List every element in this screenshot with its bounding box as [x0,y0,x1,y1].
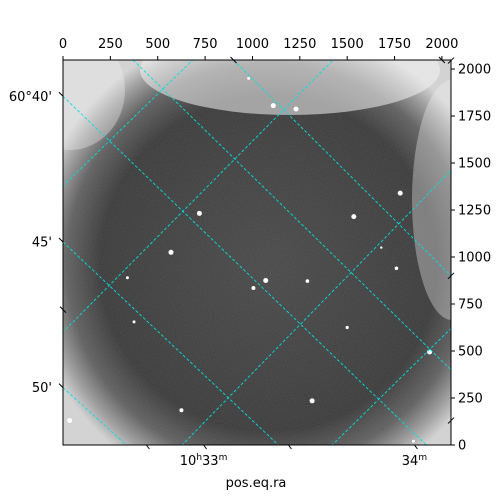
x-tick-label: 250 [98,37,123,52]
star [411,439,415,443]
ra-axis: 10h33m 34m [145,444,427,469]
x-tick-label: 2000 [425,37,458,52]
y-tick-label: 1000 [458,251,491,266]
star [251,286,256,291]
star [179,408,184,413]
grid-line [63,241,280,445]
y-tick-label: 2000 [458,63,491,78]
star [67,418,73,424]
y-tick-label: 500 [458,345,483,360]
x-axis-label: pos.eq.ra [226,476,287,491]
dec-tick-label: 60°40' [9,90,52,105]
star [196,210,202,216]
ra-tick-label: 34m [402,453,427,469]
dec-tick [58,91,64,97]
ra-tick [145,444,150,450]
x-tick-label: 500 [145,37,170,52]
star [397,190,403,196]
star [270,103,276,109]
grid-line [233,60,451,277]
dec-tick-label: 45' [32,235,52,250]
coordinate-grid [63,60,451,445]
grid-line [63,95,428,445]
plot-frame [62,59,452,446]
ra-tick [288,444,292,450]
x-tick-label: 0 [59,37,67,52]
image-noise [63,60,451,445]
y-tick-label: 1750 [458,110,491,125]
x-tick-label: 1500 [331,37,364,52]
star [168,249,174,255]
ra-tick [414,444,418,450]
star [305,279,310,283]
star [345,325,349,330]
y-tick-label: 750 [458,298,483,313]
star [293,106,299,112]
ra-edge-tick [59,306,67,314]
y-tick-label: 0 [458,439,466,454]
ra-tick-label: 10h33m [180,453,228,469]
star [263,278,269,284]
star [351,214,357,220]
dec-tick [58,383,64,389]
grid-line [331,328,451,445]
star [247,76,251,80]
y-tick-label: 250 [458,392,483,407]
grid-line [132,60,451,371]
stars-layer [67,76,433,443]
star [309,398,315,404]
dec-edge-tick [447,272,455,280]
ra-edge-tick [230,56,237,64]
grid-line [181,170,451,445]
top-pixel-axis: 0 250 500 750 1000 1250 1500 1750 2000 [59,37,458,60]
dec-edge-tick [447,417,455,424]
grid-line [63,60,194,187]
star [380,246,383,249]
star [132,320,136,324]
x-tick-label: 1750 [378,37,411,52]
x-tick-label: 750 [193,37,218,52]
right-pixel-axis: 0 250 500 750 1000 1250 1500 1750 2000 [451,63,491,454]
dec-edge-tick [447,57,455,64]
x-tick-label: 1250 [283,37,316,52]
x-tick-label: 1000 [236,37,269,52]
star [125,276,129,280]
star [394,266,399,271]
dec-tick [58,237,64,243]
y-tick-label: 1500 [458,157,491,172]
ra-tick [203,444,207,450]
y-tick-label: 1250 [458,204,491,219]
dec-tick-label: 50' [32,381,52,396]
ra-edge-tick [438,56,446,64]
dec-axis: 60°40' 45' 50' [9,56,455,424]
image-area [63,60,451,445]
